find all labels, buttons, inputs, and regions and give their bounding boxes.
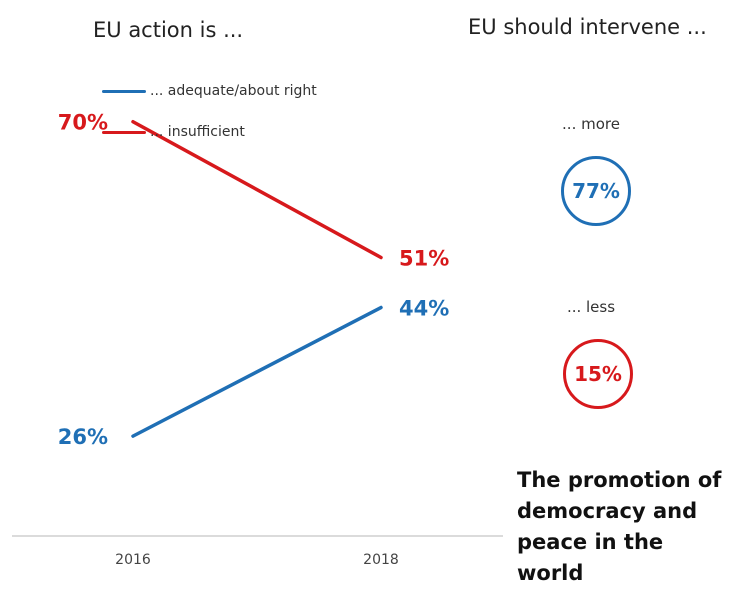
data-label-insufficient-2018: 51%	[399, 246, 449, 270]
x-tick-label-2018: 2018	[363, 552, 399, 568]
left-title: EU action is ...	[93, 18, 244, 42]
intervene-less-label: ... less	[566, 298, 616, 316]
legend-swatch-adequate	[102, 89, 146, 93]
intervene-more-bubble: 77%	[561, 156, 631, 226]
legend-label-insufficient: ... insufficient	[150, 124, 245, 140]
data-label-insufficient-2016: 70%	[58, 111, 108, 135]
intervene-more-value: 77%	[572, 179, 620, 203]
legend-item-insufficient: ... insufficient	[102, 122, 245, 142]
series-line-adequate	[131, 305, 383, 438]
data-label-adequate-2016: 26%	[58, 425, 108, 449]
series-line-insufficient	[131, 119, 383, 260]
intervene-less-value: 15%	[574, 362, 622, 386]
x-tick-label-2016: 2016	[115, 552, 151, 568]
right-title: EU should intervene ...	[468, 15, 707, 39]
intervene-more-label: ... more	[562, 115, 620, 133]
legend-item-adequate: ... adequate/about right	[102, 81, 317, 101]
data-label-adequate-2018: 44%	[399, 297, 449, 321]
intervene-less-bubble: 15%	[563, 339, 633, 409]
legend-swatch-insufficient	[102, 130, 146, 134]
legend-label-adequate: ... adequate/about right	[150, 83, 317, 99]
topic-title: The promotion of democracy and peace in …	[517, 468, 722, 585]
